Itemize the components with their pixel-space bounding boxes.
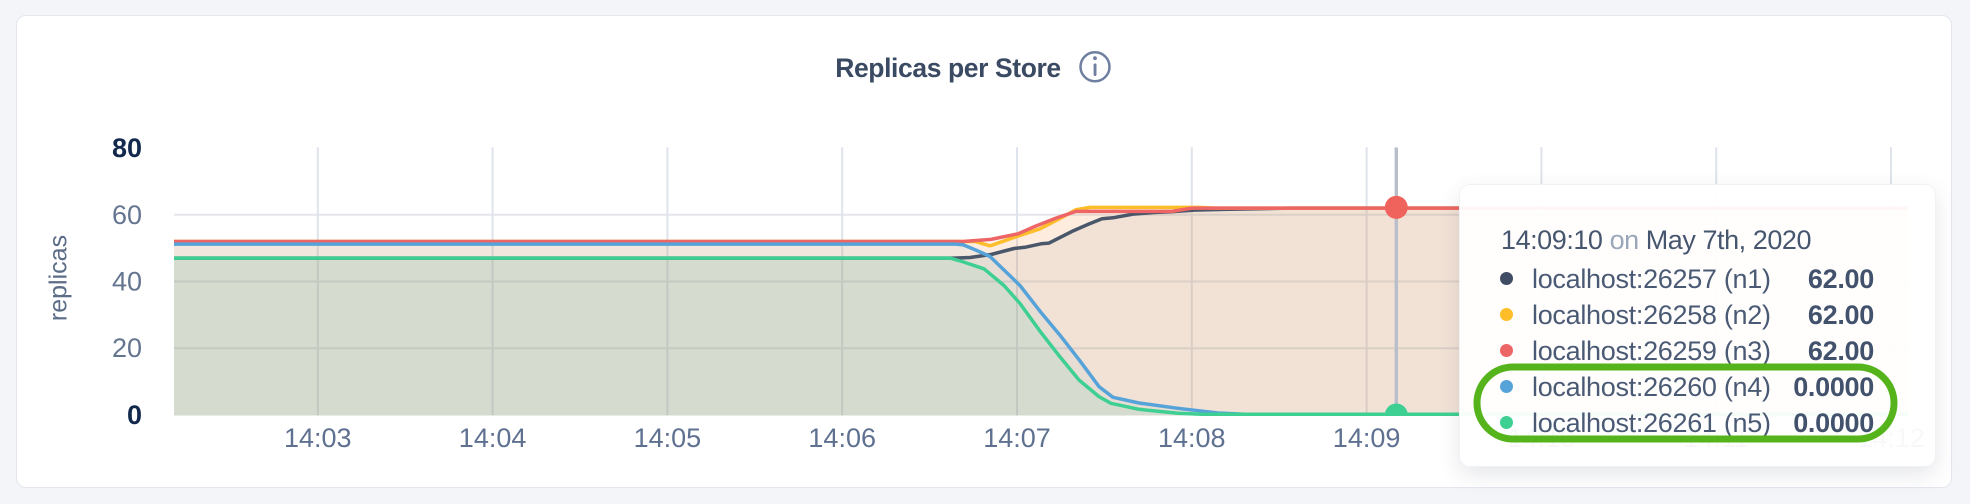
svg-text:40: 40 [112,267,142,297]
svg-text:14:07: 14:07 [983,423,1051,453]
svg-text:0: 0 [127,400,142,430]
svg-text:14:05: 14:05 [634,423,702,453]
svg-text:14:06: 14:06 [808,423,876,453]
svg-text:80: 80 [112,133,142,163]
svg-text:replicas: replicas [45,235,73,321]
svg-text:60: 60 [112,200,142,230]
svg-text:14:03: 14:03 [284,423,352,453]
svg-text:14:08: 14:08 [1158,423,1226,453]
svg-text:14:09: 14:09 [1333,423,1401,453]
svg-text:20: 20 [112,333,142,363]
svg-text:14:04: 14:04 [459,423,527,453]
